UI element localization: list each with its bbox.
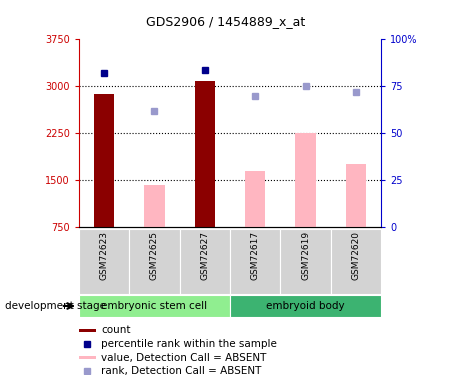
Text: embryoid body: embryoid body: [266, 301, 345, 311]
Text: GSM72623: GSM72623: [100, 231, 109, 280]
Bar: [346, 164, 366, 227]
Bar: [79, 329, 96, 332]
Text: GSM72627: GSM72627: [200, 231, 209, 280]
Text: GSM72620: GSM72620: [351, 231, 360, 280]
Bar: [230, 229, 281, 294]
Text: embryonic stem cell: embryonic stem cell: [101, 301, 207, 311]
Bar: [94, 94, 114, 227]
Bar: [179, 229, 230, 294]
Bar: [79, 356, 96, 359]
Bar: [195, 81, 215, 227]
Text: percentile rank within the sample: percentile rank within the sample: [101, 339, 277, 349]
Text: count: count: [101, 326, 131, 335]
Text: GSM72625: GSM72625: [150, 231, 159, 280]
Text: rank, Detection Call = ABSENT: rank, Detection Call = ABSENT: [101, 366, 262, 375]
Text: GSM72619: GSM72619: [301, 231, 310, 280]
Bar: [129, 229, 179, 294]
Text: GDS2906 / 1454889_x_at: GDS2906 / 1454889_x_at: [146, 15, 305, 28]
Text: GSM72617: GSM72617: [251, 231, 260, 280]
Bar: [230, 295, 381, 317]
Bar: [245, 171, 265, 227]
Text: development stage: development stage: [5, 301, 106, 311]
Bar: [281, 229, 331, 294]
Bar: [144, 185, 165, 227]
Bar: [79, 229, 129, 294]
Bar: [331, 229, 381, 294]
Text: value, Detection Call = ABSENT: value, Detection Call = ABSENT: [101, 352, 267, 363]
Bar: [79, 295, 230, 317]
Bar: [295, 133, 316, 227]
